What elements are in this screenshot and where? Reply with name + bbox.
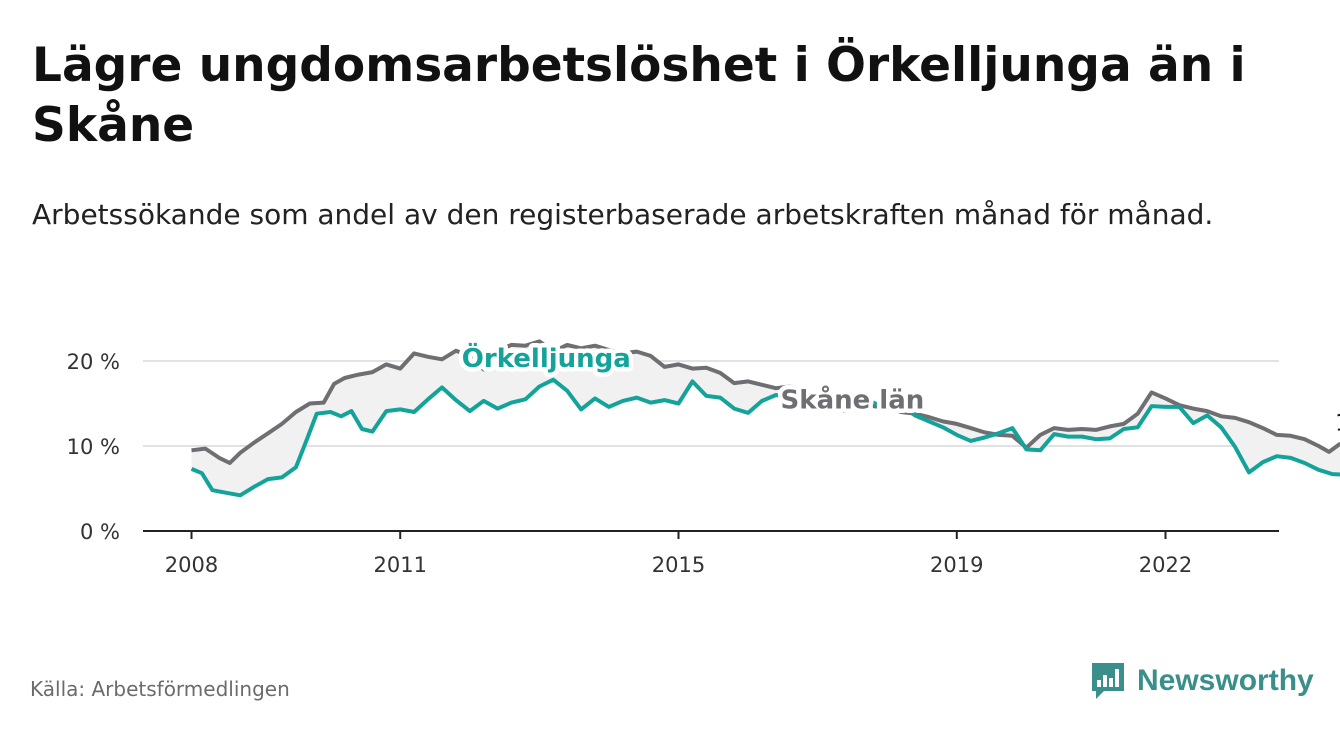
series-label-orkelljunga: Örkelljunga [462, 341, 631, 374]
newsworthy-logo-icon [1092, 663, 1124, 699]
x-tick-label: 2008 [165, 553, 218, 577]
brand-logo[interactable]: Newsworthy [1089, 660, 1314, 702]
x-tick-label: 2019 [930, 553, 983, 577]
series-label-halo: Örkelljunga [462, 341, 631, 374]
series-gap-area [191, 341, 1340, 496]
brand-name: Newsworthy [1137, 664, 1314, 697]
x-tick-label: 2011 [373, 553, 426, 577]
chart-title: Lägre ungdomsarbetslöshet i Örkelljunga … [32, 38, 1246, 153]
end-label-skane: 10,2 % [1335, 410, 1340, 436]
x-tick-label: 2022 [1139, 553, 1192, 577]
y-tick-label: 0 % [80, 520, 120, 544]
series-line-skane [191, 339, 1340, 465]
series-line-orkelljunga [190, 377, 1340, 498]
series-label-skane: Skåne län [781, 384, 925, 416]
x-axis: 2008 2011 2015 2019 2022 [143, 530, 1279, 577]
series-label-halo: Skåne län [781, 384, 925, 416]
chart-subtitle: Arbetssökande som andel av den registerb… [32, 198, 1214, 231]
x-tick-label: 2015 [652, 553, 705, 577]
source-note: Källa: Arbetsförmedlingen [30, 677, 290, 701]
y-tick-label: 10 % [67, 435, 120, 459]
gap-fill [191, 341, 1340, 496]
series-lines [190, 339, 1340, 498]
grid-lines [143, 360, 1279, 447]
y-axis: 0 % 10 % 20 % [67, 350, 120, 544]
y-tick-label: 20 % [67, 350, 120, 374]
